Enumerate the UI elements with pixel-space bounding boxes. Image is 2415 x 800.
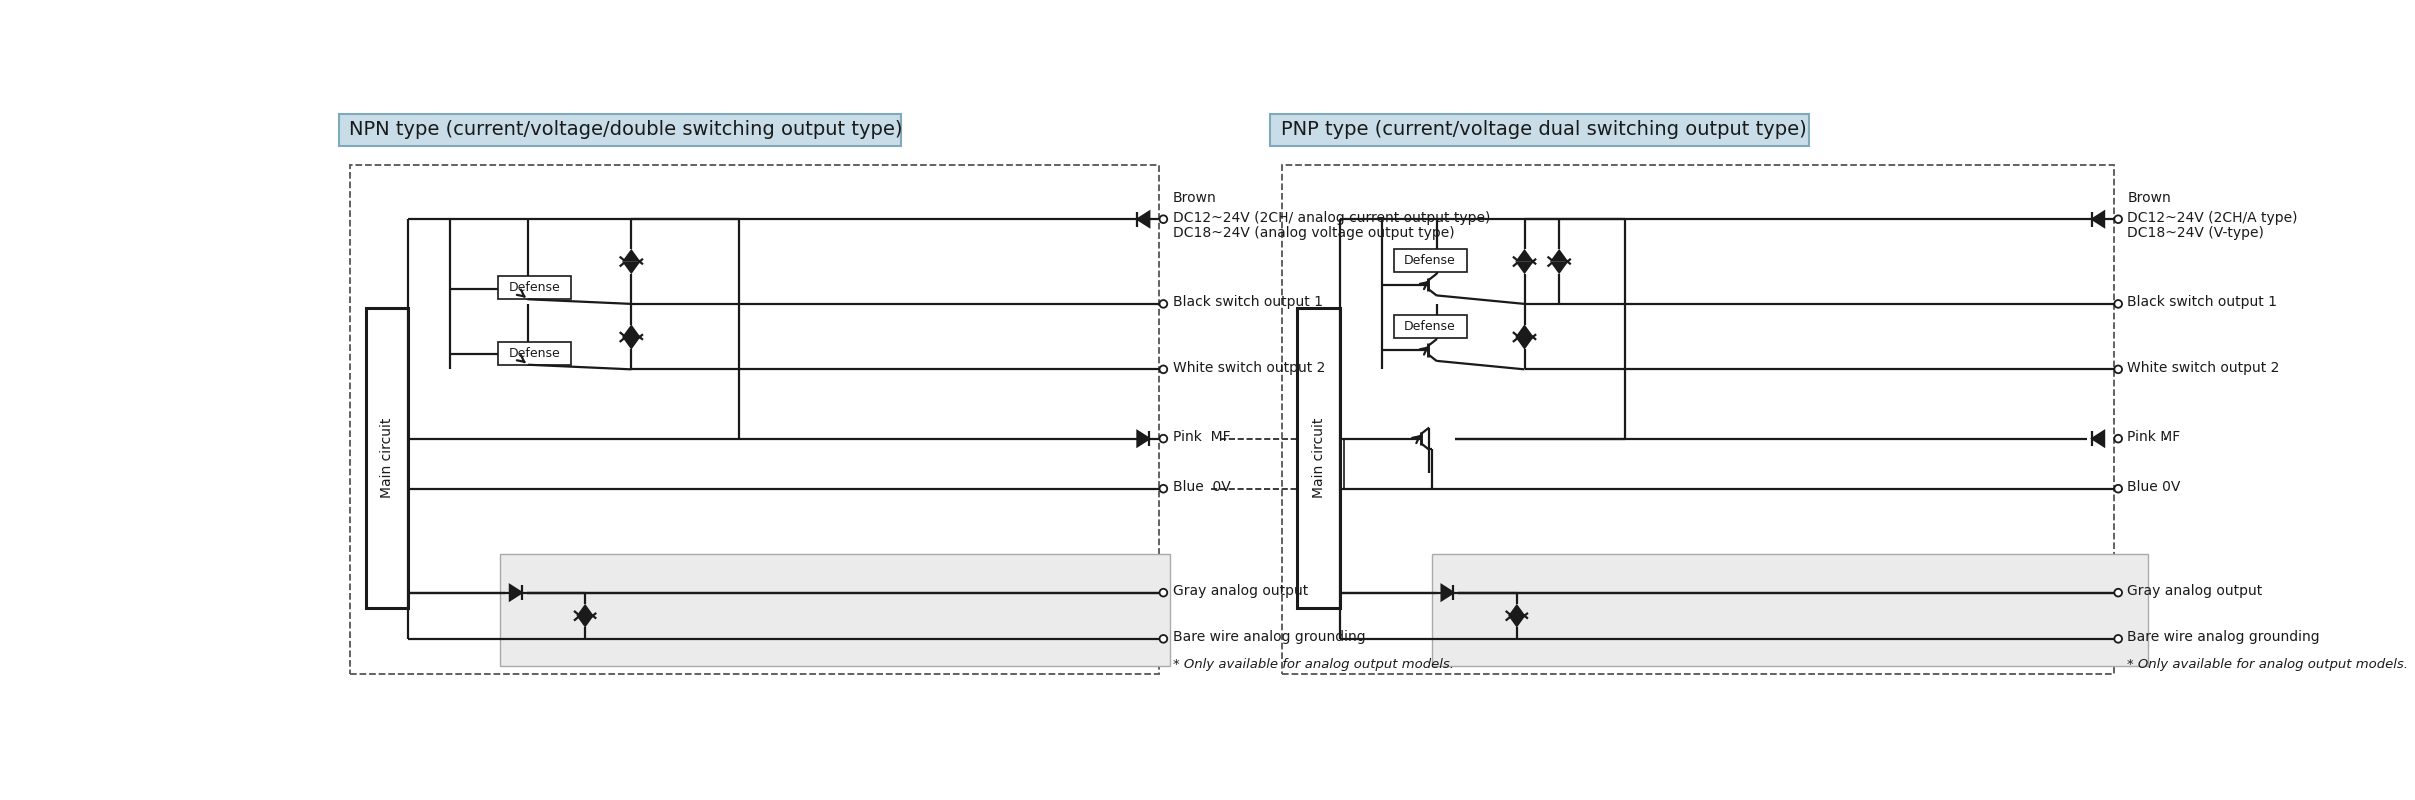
Bar	[1432, 554, 2149, 666]
Text: Defense: Defense	[1403, 320, 1456, 333]
Text: Gray analog output: Gray analog output	[1174, 584, 1309, 598]
Polygon shape	[625, 262, 638, 272]
Bar	[338, 114, 901, 146]
Circle shape	[2116, 215, 2123, 223]
Polygon shape	[625, 250, 638, 261]
Bar	[500, 554, 1171, 666]
Text: Defense: Defense	[1403, 254, 1456, 267]
Text: Defense: Defense	[510, 346, 560, 360]
Circle shape	[2116, 589, 2123, 597]
Polygon shape	[1137, 431, 1150, 446]
Polygon shape	[1442, 585, 1454, 600]
Polygon shape	[1553, 250, 1567, 261]
Text: Bare wire analog grounding: Bare wire analog grounding	[1174, 630, 1364, 644]
Text: Defense: Defense	[510, 282, 560, 294]
Text: Black switch output 1: Black switch output 1	[1174, 295, 1323, 310]
Circle shape	[2116, 434, 2123, 442]
Polygon shape	[580, 606, 592, 614]
Text: Black switch output 1: Black switch output 1	[2128, 295, 2277, 310]
Circle shape	[1159, 589, 1166, 597]
Text: White switch output 2: White switch output 2	[2128, 361, 2280, 375]
Text: DC18~24V (analog voltage output type): DC18~24V (analog voltage output type)	[1174, 226, 1454, 240]
Bar	[1297, 308, 1340, 608]
Polygon shape	[1509, 617, 1524, 626]
Polygon shape	[1517, 326, 1531, 336]
Text: Pink  MF: Pink MF	[1174, 430, 1229, 444]
Text: White switch output 2: White switch output 2	[1174, 361, 1326, 375]
Text: DC18~24V (V-type): DC18~24V (V-type)	[2128, 226, 2265, 240]
Circle shape	[1159, 300, 1166, 308]
Polygon shape	[1517, 250, 1531, 261]
Bar	[365, 308, 408, 608]
Polygon shape	[625, 326, 638, 336]
Polygon shape	[580, 617, 592, 626]
Circle shape	[1159, 635, 1166, 642]
Bar	[350, 166, 1159, 674]
Circle shape	[1159, 215, 1166, 223]
Polygon shape	[1509, 606, 1524, 614]
Circle shape	[2116, 366, 2123, 373]
Text: Pink MF: Pink MF	[2128, 430, 2181, 444]
Polygon shape	[2091, 431, 2103, 446]
Text: Blue 0V: Blue 0V	[2128, 480, 2181, 494]
Circle shape	[2116, 300, 2123, 308]
Bar	[497, 342, 572, 365]
Polygon shape	[1137, 212, 1150, 226]
Bar	[1393, 314, 1466, 338]
Text: Gray analog output: Gray analog output	[2128, 584, 2263, 598]
Text: Main circuit: Main circuit	[1311, 418, 1326, 498]
Polygon shape	[1517, 262, 1531, 272]
Polygon shape	[1517, 338, 1531, 348]
Circle shape	[1159, 434, 1166, 442]
Bar	[1393, 250, 1466, 272]
Circle shape	[1159, 485, 1166, 493]
Text: DC12~24V (2CH/A type): DC12~24V (2CH/A type)	[2128, 210, 2299, 225]
Polygon shape	[1553, 262, 1567, 272]
Text: Main circuit: Main circuit	[379, 418, 394, 498]
Text: * Only available for analog output models.: * Only available for analog output model…	[1174, 658, 1454, 670]
Text: PNP type (current/voltage dual switching output type): PNP type (current/voltage dual switching…	[1282, 120, 1806, 139]
Circle shape	[2116, 485, 2123, 493]
Text: Brown: Brown	[1174, 191, 1217, 206]
Text: NPN type (current/voltage/double switching output type): NPN type (current/voltage/double switchi…	[350, 120, 903, 139]
Polygon shape	[510, 585, 522, 600]
Polygon shape	[625, 338, 638, 348]
Bar	[1270, 114, 1809, 146]
Text: Bare wire analog grounding: Bare wire analog grounding	[2128, 630, 2321, 644]
Bar	[1282, 166, 2113, 674]
Circle shape	[2116, 635, 2123, 642]
Bar	[497, 276, 572, 299]
Circle shape	[1159, 366, 1166, 373]
Text: Brown: Brown	[2128, 191, 2171, 206]
Text: * Only available for analog output models.: * Only available for analog output model…	[2128, 658, 2408, 670]
Polygon shape	[2091, 212, 2103, 226]
Text: DC12~24V (2CH/ analog current output type): DC12~24V (2CH/ analog current output typ…	[1174, 210, 1490, 225]
Text: Blue  0V: Blue 0V	[1174, 480, 1229, 494]
